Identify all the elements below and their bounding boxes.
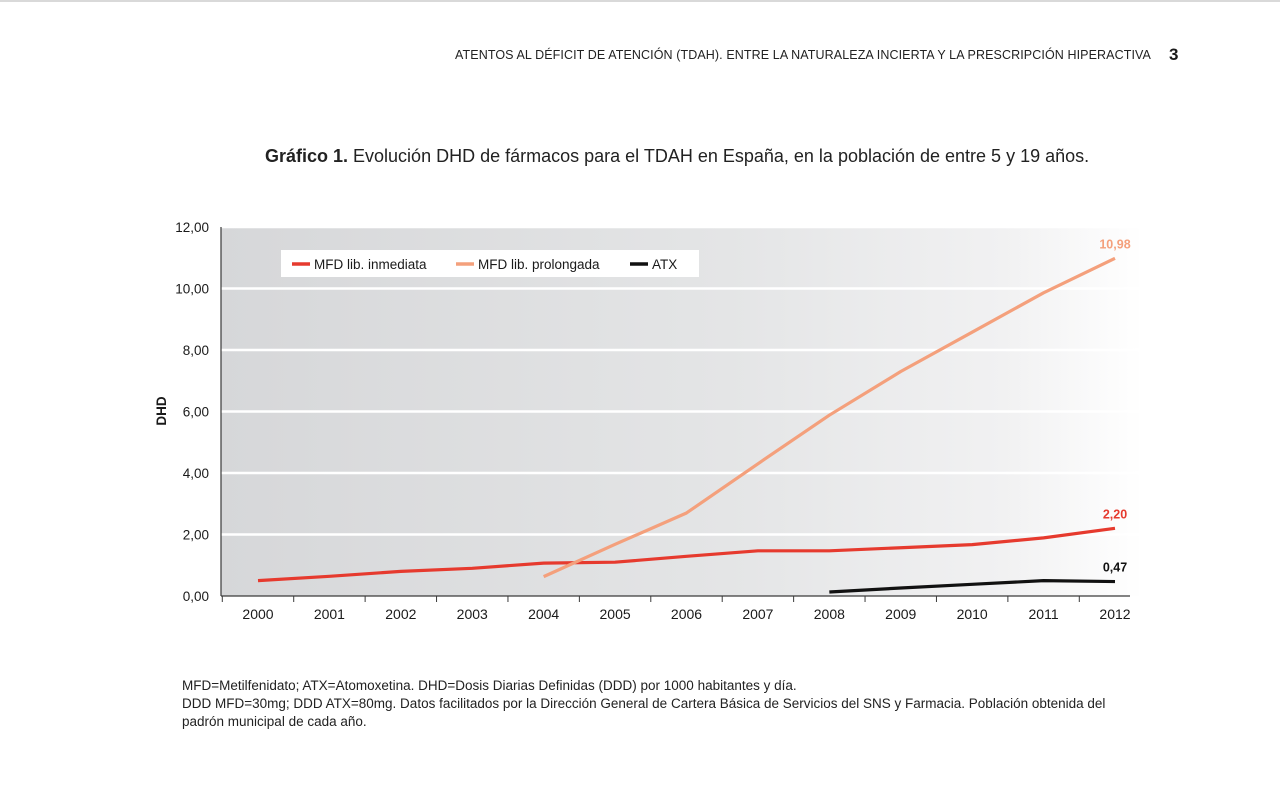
y-tick-label: 0,00 — [183, 589, 209, 604]
grid-lines — [221, 225, 1143, 536]
figure-caption: Evolución DHD de fármacos para el TDAH e… — [348, 146, 1090, 166]
x-tick-label: 2008 — [814, 606, 845, 622]
legend-label-1: MFD lib. prolongada — [478, 257, 600, 272]
x-tick-label: 2012 — [1099, 606, 1130, 622]
x-tick-label: 2002 — [385, 606, 416, 622]
running-header: ATENTOS AL DÉFICIT DE ATENCIÓN (TDAH). E… — [455, 48, 1151, 62]
series-line-0 — [257, 526, 1116, 583]
y-tick-label: 6,00 — [183, 405, 209, 420]
x-tick-label: 2011 — [1029, 606, 1059, 622]
x-tick-label: 2007 — [742, 606, 773, 622]
x-tick-label: 2003 — [457, 606, 488, 622]
x-tick-label: 2000 — [242, 606, 273, 622]
figure-label: Gráfico 1. — [265, 146, 349, 166]
y-tick-label: 12,00 — [175, 220, 209, 235]
x-tick-label: 2001 — [314, 606, 345, 622]
y-tick-label: 10,00 — [175, 282, 209, 297]
chart-title: Gráfico 1. Evolución DHD de fármacos par… — [265, 146, 1089, 167]
legend: MFD lib. inmediata MFD lib. prolongada ATX — [281, 250, 699, 277]
x-tick-label: 2009 — [885, 606, 916, 622]
series-lines — [257, 256, 1116, 594]
data-label-2: 0,47 — [1103, 561, 1127, 575]
notes-line-1: MFD=Metilfenidato; ATX=Atomoxetina. DHD=… — [182, 678, 797, 693]
series-line-1 — [543, 256, 1116, 579]
x-tick-label: 2004 — [528, 606, 559, 622]
figure-notes: MFD=Metilfenidato; ATX=Atomoxetina. DHD=… — [182, 677, 1142, 731]
page-number: 3 — [1169, 45, 1179, 64]
x-tick-label: 2010 — [957, 606, 988, 622]
top-border — [0, 0, 1280, 2]
data-label-1: 10,98 — [1099, 237, 1130, 251]
notes-line-2: DDD MFD=30mg; DDD ATX=80mg. Datos facili… — [182, 696, 1106, 711]
legend-box — [281, 250, 699, 277]
legend-label-2: ATX — [652, 257, 677, 272]
x-tick-label: 2006 — [671, 606, 702, 622]
y-tick-label: 8,00 — [183, 343, 209, 358]
notes-line-3: padrón municipal de cada año. — [182, 714, 367, 729]
data-labels: 2,20 10,98 0,47 — [1099, 237, 1130, 574]
y-axis-title: DHD — [154, 396, 169, 425]
legend-label-0: MFD lib. inmediata — [314, 257, 427, 272]
data-label-0: 2,20 — [1103, 507, 1127, 521]
y-tick-label: 4,00 — [183, 466, 209, 481]
axes: 0,00 2,00 4,00 6,00 8,00 10,00 12,00 2000 2001 20… — [154, 220, 1131, 622]
x-tick-label: 2005 — [600, 606, 631, 622]
y-tick-label: 2,00 — [183, 528, 209, 543]
series-line-2 — [829, 579, 1116, 594]
